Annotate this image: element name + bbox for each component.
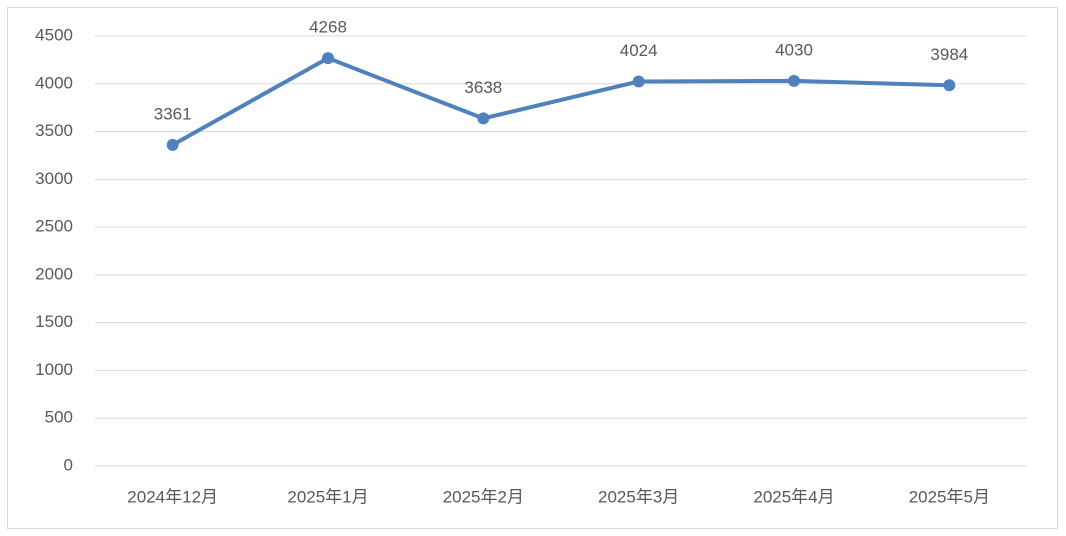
y-tick-label: 3500 (35, 121, 73, 140)
x-tick-label: 2024年12月 (127, 487, 218, 506)
data-label: 4030 (775, 40, 813, 59)
y-tick-label: 2000 (35, 264, 73, 283)
x-tick-label: 2025年1月 (287, 487, 368, 506)
line (171, 56, 950, 147)
point (943, 79, 956, 92)
point (788, 74, 800, 87)
x-tick-label: 2025年2月 (443, 487, 524, 506)
data-label: 3638 (464, 78, 502, 97)
y-tick-label: 0 (64, 455, 73, 474)
y-tick-label: 4500 (35, 25, 73, 44)
data-label: 3361 (154, 104, 192, 123)
y-tick-label: 3000 (35, 169, 73, 188)
y-tick-label: 500 (45, 408, 73, 427)
x-tick-label: 2025年5月 (909, 487, 990, 506)
point (166, 138, 179, 151)
data-label: 4024 (620, 41, 658, 60)
y-tick-label: 2500 (35, 217, 73, 236)
x-tick-label: 2025年4月 (753, 487, 834, 506)
point (632, 75, 645, 88)
chart-border (7, 7, 1058, 529)
x-tick-label: 2025年3月 (598, 487, 679, 506)
point (322, 52, 334, 65)
y-tick-label: 4000 (35, 73, 73, 92)
y-tick-label: 1500 (35, 312, 73, 331)
y-tick-label: 1000 (35, 360, 73, 379)
data-label: 3984 (930, 45, 968, 64)
point (477, 112, 490, 125)
data-label: 4268 (309, 18, 347, 37)
